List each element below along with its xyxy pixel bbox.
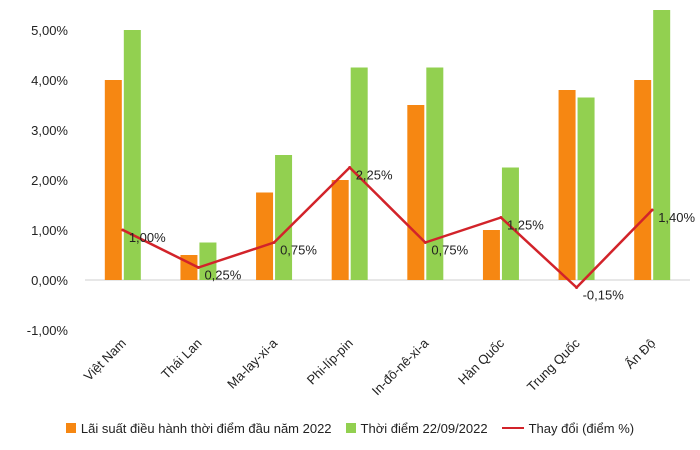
- bar-sep-2022: [577, 97, 595, 280]
- category-labels: Việt Nam Thái Lan Ma-lay-xi-a Phi-líp-pin In…: [81, 335, 659, 398]
- change-point: [272, 241, 276, 244]
- y-tick-label: 5,00%: [31, 23, 68, 38]
- bar-sep-2022: [426, 67, 444, 280]
- y-tick-label: 3,00%: [31, 123, 68, 138]
- legend-item-sep-2022: Thời điểm 22/09/2022: [345, 420, 488, 436]
- x-category-label: Ấn Độ: [622, 336, 658, 372]
- x-category-label: In-đô-nê-xi-a: [369, 335, 432, 398]
- legend-swatch-red-line: [501, 427, 524, 429]
- legend-item-start-2022: Lãi suất điều hành thời điểm đầu năm 202…: [65, 420, 332, 436]
- bar-start-2022: [634, 80, 652, 280]
- legend-label: Thời điểm 22/09/2022: [360, 420, 488, 436]
- x-category-label: Ma-lay-xi-a: [224, 335, 281, 392]
- change-line: [121, 166, 654, 289]
- bar-sep-2022: [123, 30, 141, 280]
- y-tick-label: 0,00%: [31, 273, 68, 288]
- y-tick-label: -1,00%: [27, 323, 69, 338]
- change-data-label: 0,75%: [280, 243, 317, 258]
- bar-start-2022: [407, 105, 425, 280]
- y-axis-ticks: -1,00% 0,00% 1,00% 2,00% 3,00% 4,00% 5,00%: [27, 23, 69, 338]
- change-point: [575, 286, 579, 289]
- bar-start-2022: [482, 230, 500, 280]
- y-tick-label: 4,00%: [31, 73, 68, 88]
- change-point: [499, 216, 503, 219]
- x-category-label: Việt Nam: [81, 336, 129, 384]
- change-data-label: 1,00%: [129, 230, 166, 245]
- x-category-label: Thái Lan: [158, 336, 204, 382]
- y-tick-label: 2,00%: [31, 173, 68, 188]
- change-data-label: -0,15%: [583, 288, 625, 303]
- change-line-path: [122, 166, 654, 289]
- bar-sep-2022: [199, 242, 217, 280]
- chart: -1,00% 0,00% 1,00% 2,00% 3,00% 4,00% 5,00% 1,0…: [27, 10, 696, 398]
- change-data-label: 1,25%: [507, 218, 544, 233]
- change-data-label: 0,25%: [204, 268, 241, 283]
- bars: [104, 10, 671, 280]
- legend-swatch-green: [345, 423, 356, 433]
- data-labels: 1,00% 0,25% 0,75% 2,25% 0,75% 1,25% -0,15% 1,40…: [129, 168, 696, 303]
- change-point: [121, 228, 125, 232]
- bar-sep-2022: [275, 155, 293, 280]
- y-tick-label: 1,00%: [31, 223, 68, 238]
- bar-start-2022: [104, 80, 122, 280]
- bar-start-2022: [256, 192, 274, 280]
- change-point: [348, 166, 352, 169]
- x-category-label: Trung Quốc: [524, 335, 583, 394]
- change-data-label: 0,75%: [431, 243, 468, 258]
- bar-start-2022: [331, 180, 349, 280]
- change-point: [196, 266, 200, 269]
- change-point: [650, 208, 654, 212]
- bar-sep-2022: [501, 167, 519, 280]
- legend-swatch-orange: [65, 423, 76, 433]
- change-data-label: 1,40%: [658, 210, 695, 225]
- legend-label: Lãi suất điều hành thời điểm đầu năm 202…: [80, 420, 332, 436]
- x-category-label: Phi-líp-pin: [304, 336, 356, 388]
- x-category-label: Hàn Quốc: [455, 335, 507, 387]
- legend-item-change: Thay đổi (điểm %): [501, 420, 635, 436]
- bar-sep-2022: [653, 10, 671, 280]
- change-data-label: 2,25%: [356, 168, 393, 183]
- change-point: [423, 241, 427, 244]
- legend: Lãi suất điều hành thời điểm đầu năm 202…: [0, 414, 700, 442]
- bar-start-2022: [558, 90, 576, 280]
- bar-sep-2022: [350, 67, 368, 280]
- legend-label: Thay đổi (điểm %): [528, 420, 635, 436]
